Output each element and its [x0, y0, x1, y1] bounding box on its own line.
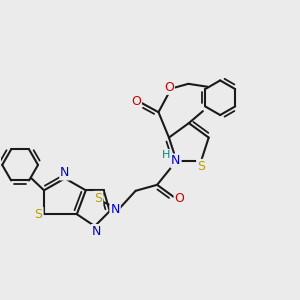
- Text: O: O: [164, 81, 174, 94]
- Text: N: N: [171, 154, 181, 167]
- Text: N: N: [110, 203, 120, 216]
- Text: S: S: [34, 208, 43, 221]
- Text: S: S: [94, 192, 102, 205]
- Text: H: H: [162, 150, 170, 160]
- Text: N: N: [60, 167, 70, 179]
- Text: S: S: [197, 160, 205, 173]
- Text: N: N: [92, 225, 101, 238]
- Text: O: O: [131, 95, 141, 108]
- Text: O: O: [175, 192, 184, 205]
